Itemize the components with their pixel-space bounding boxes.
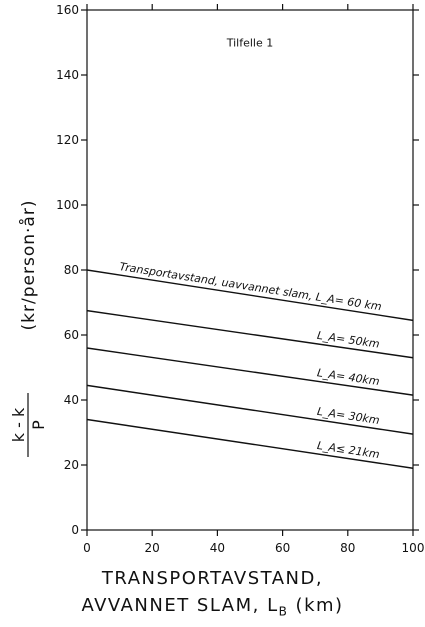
y-tick-label: 0 [71, 523, 79, 537]
series-line [86, 384, 414, 435]
y-tick-label: 20 [64, 458, 79, 472]
y-axis-label-unit: (kr/person·år) [18, 200, 39, 331]
tick-group: 0 20 40 60 80 100 120 140 160 0 20 40 60 80 100 [56, 3, 424, 555]
series-group: Transportavstand, uavvannet slam, L_A= 6… [86, 260, 414, 469]
series-label: Transportavstand, uavvannet slam, L_A= 6… [119, 260, 383, 313]
x-axis-label-line1: TRANSPORTAVSTAND, [101, 568, 324, 589]
series-label: L_A= 40km [316, 366, 380, 388]
y-axis-label: k - k P (kr/person·år) [9, 200, 48, 457]
series-line [86, 269, 414, 322]
x-tick-label: 40 [210, 541, 225, 555]
y-tick-label: 160 [56, 3, 79, 17]
x-axis-label-main: AVVANNET SLAM, L [81, 595, 279, 616]
y-tick-label: 140 [56, 68, 79, 82]
x-tick-label: 20 [145, 541, 160, 555]
series-label: L_A= 50km [316, 329, 380, 351]
case-annotation: Tilfelle 1 [226, 37, 274, 50]
y-tick-label: 40 [64, 393, 79, 407]
x-tick-label: 100 [402, 541, 425, 555]
y-axis-label-numerator: k - k [9, 407, 28, 442]
series-line [86, 347, 414, 396]
x-tick-label: 0 [83, 541, 91, 555]
y-tick-label: 60 [64, 328, 79, 342]
series-label: L_A= 30km [316, 405, 380, 427]
series-line [86, 418, 414, 469]
series-label: L_A≤ 21km [316, 439, 380, 461]
y-tick-label: 80 [64, 263, 79, 277]
x-axis-label-unit: (km) [288, 595, 344, 616]
x-axis-label-sub: B [278, 604, 289, 619]
x-tick-label: 60 [275, 541, 290, 555]
x-axis-label-line2: AVVANNET SLAM, LB (km) [0, 595, 425, 619]
y-axis-label-denominator: P [29, 420, 48, 430]
series-line [86, 309, 414, 359]
y-tick-label: 100 [56, 198, 79, 212]
x-tick-label: 80 [340, 541, 355, 555]
y-tick-label: 120 [56, 133, 79, 147]
